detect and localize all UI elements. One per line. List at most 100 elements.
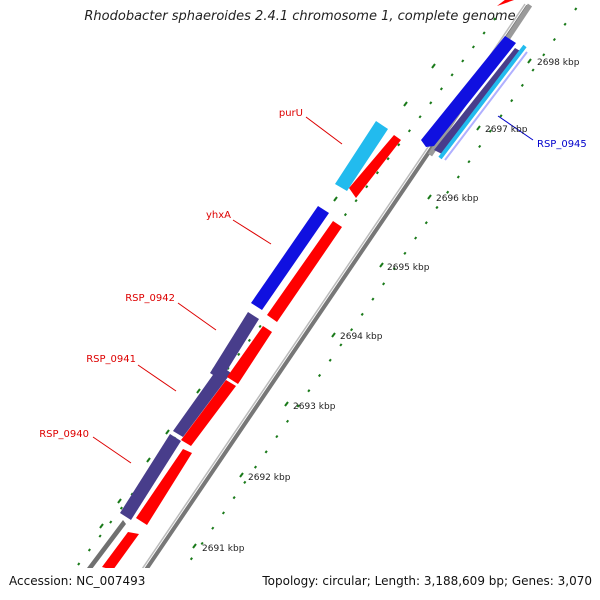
gene-block-grey[interactable] xyxy=(60,520,126,600)
tick-label: 2696 kbp xyxy=(436,194,479,204)
scale-dot xyxy=(211,526,215,530)
scale-dot xyxy=(109,520,113,524)
scale-dot xyxy=(427,194,432,200)
scale-dot xyxy=(339,343,343,347)
right-gene-track xyxy=(421,3,533,161)
cds-arrow-6[interactable] xyxy=(349,135,401,198)
tick-label: 2694 kbp xyxy=(340,332,383,342)
tick-label: 2697 kbp xyxy=(485,125,528,135)
scale-dot xyxy=(499,114,503,118)
scale-dot xyxy=(243,480,247,484)
scale-dot xyxy=(284,401,289,407)
scale-dot xyxy=(87,548,91,552)
tick-label: 2695 kbp xyxy=(387,263,430,273)
scale-dot xyxy=(403,101,408,107)
scale-dot xyxy=(471,45,475,49)
scale-dot xyxy=(371,297,375,301)
scale-dot xyxy=(520,83,524,87)
scale-dot xyxy=(461,59,465,63)
kbp-dot-rows xyxy=(77,7,578,566)
gene-block-yhxa[interactable] xyxy=(251,206,329,310)
cds-arrow-2[interactable] xyxy=(136,449,192,525)
scale-dot xyxy=(360,312,364,317)
genome-summary-text: Topology: circular; Length: 3,188,609 bp… xyxy=(262,574,592,588)
scale-dot xyxy=(232,496,236,500)
cds-arrow-7[interactable] xyxy=(497,0,514,6)
label-leader-lines xyxy=(92,115,534,464)
scale-dot xyxy=(77,562,81,566)
scale-dot xyxy=(331,332,336,338)
scale-dot xyxy=(119,506,123,510)
scale-dot xyxy=(510,99,514,103)
scale-dot xyxy=(239,472,244,478)
scale-dot xyxy=(482,31,486,35)
scale-dot xyxy=(350,328,354,332)
scale-dot xyxy=(275,434,279,439)
scale-dot xyxy=(165,429,170,435)
scale-dot xyxy=(456,175,460,179)
tick-label: 2691 kbp xyxy=(202,544,245,554)
scale-dot xyxy=(488,129,492,133)
gene-block-slate-right[interactable] xyxy=(434,48,522,154)
scale-dot xyxy=(429,101,433,105)
scale-dot xyxy=(189,557,193,561)
scale-dot xyxy=(478,144,482,149)
scale-dot xyxy=(264,450,268,454)
scale-dot xyxy=(382,282,386,286)
scale-dot xyxy=(418,115,422,119)
scale-dot xyxy=(542,53,546,57)
scale-dot xyxy=(574,7,578,11)
scale-dot xyxy=(446,190,450,194)
scale-dot xyxy=(375,171,379,175)
accession-text: Accession: NC_007493 xyxy=(9,574,146,588)
scale-dot xyxy=(386,157,390,161)
kbp-tick-labels: 2691 kbp 2692 kbp 2693 kbp 2694 kbp 2695… xyxy=(202,58,580,554)
scale-dot xyxy=(392,266,396,271)
gene-label-rsp0940[interactable]: RSP_0940 xyxy=(39,429,89,440)
scale-dot xyxy=(435,205,439,210)
cds-arrow-4[interactable] xyxy=(227,326,272,384)
cds-arrow-3[interactable] xyxy=(181,380,236,446)
scale-dot xyxy=(99,523,104,529)
forward-cds-track xyxy=(102,0,514,570)
gene-block-rsp0942[interactable] xyxy=(210,312,259,380)
gene-label-yhxa[interactable]: yhxA xyxy=(206,210,231,221)
scale-dot xyxy=(237,352,241,356)
scale-dot xyxy=(253,465,258,469)
gene-block-rsp0940[interactable] xyxy=(120,434,181,520)
scale-dot xyxy=(328,358,332,362)
scale-dot xyxy=(467,160,471,164)
gene-block-puru[interactable] xyxy=(335,121,388,191)
scale-dot xyxy=(307,389,311,393)
scale-dot xyxy=(414,236,418,240)
gene-labels: purU yhxA RSP_0942 RSP_0941 RSP_0940 RSP… xyxy=(39,108,587,440)
scale-dot xyxy=(192,543,197,549)
tick-label: 2693 kbp xyxy=(293,402,336,412)
scale-dot xyxy=(285,419,290,423)
cds-arrow-1[interactable] xyxy=(102,532,139,570)
tick-label: 2698 kbp xyxy=(537,58,580,68)
scale-dot xyxy=(431,63,436,69)
scale-dot xyxy=(397,143,401,147)
cds-arrow-5[interactable] xyxy=(267,221,342,322)
scale-dot xyxy=(98,534,102,538)
scale-dot xyxy=(531,68,535,72)
scale-dot xyxy=(200,541,204,546)
scale-dot xyxy=(476,125,481,131)
scale-dot xyxy=(146,457,151,463)
scale-dot xyxy=(247,338,251,343)
scale-dot xyxy=(117,498,122,504)
scale-dot xyxy=(450,73,454,77)
gene-label-rsp0942[interactable]: RSP_0942 xyxy=(125,293,175,304)
scale-dot xyxy=(296,404,300,408)
scale-dot xyxy=(407,129,411,133)
gene-label-puru[interactable]: purU xyxy=(279,108,303,119)
gene-block-rsp0941[interactable] xyxy=(173,365,231,437)
gene-block-rsp0945[interactable] xyxy=(421,36,516,147)
gene-label-rsp0945[interactable]: RSP_0945 xyxy=(537,139,587,150)
scale-dot xyxy=(379,262,384,268)
gene-label-rsp0941[interactable]: RSP_0941 xyxy=(86,354,136,365)
scale-dot xyxy=(552,37,556,42)
scale-dot xyxy=(317,373,322,378)
